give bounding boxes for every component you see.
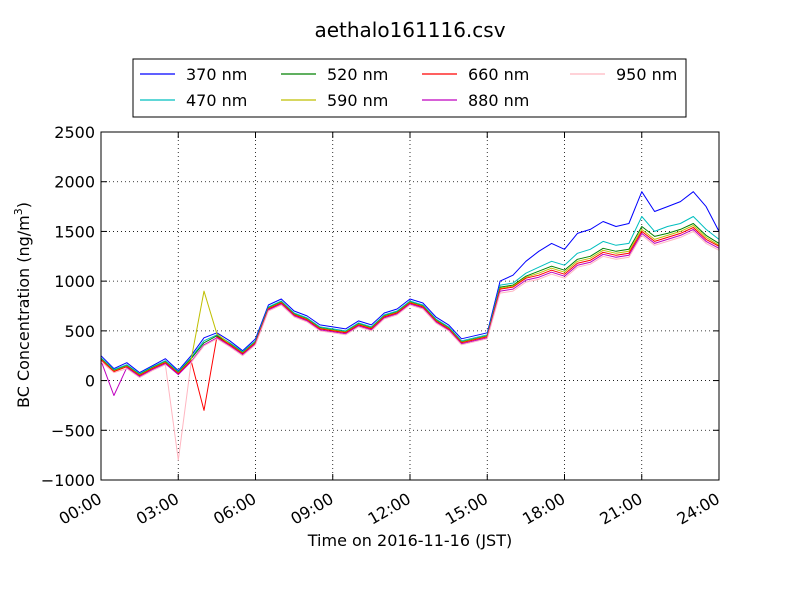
- series-line-660-nm: [100, 227, 720, 411]
- legend-label-950-nm: 950 nm: [616, 65, 677, 84]
- series-line-470-nm: [100, 216, 720, 375]
- legend-label-370-nm: 370 nm: [186, 65, 247, 84]
- y-tick-label: 1500: [54, 222, 95, 241]
- y-tick-label: 1000: [54, 272, 95, 291]
- grid: [101, 132, 719, 480]
- series-layer: [100, 191, 720, 461]
- series-line-520-nm: [100, 223, 720, 376]
- y-tick-label: 2500: [54, 123, 95, 142]
- y-tick-label: −500: [51, 421, 95, 440]
- y-axis-label-tail: ): [14, 202, 33, 208]
- series-line-590-nm: [100, 225, 720, 376]
- legend: 370 nm 470 nm 520 nm 590 nm 660 nm 880 nm 950 …: [132, 58, 687, 118]
- legend-label-880-nm: 880 nm: [468, 91, 529, 110]
- y-tick-label: 500: [64, 322, 95, 341]
- x-axis-label: Time on 2016-11-16 (JST): [307, 531, 512, 550]
- y-axis-label-main: BC Concentration (ng/m: [14, 215, 33, 408]
- legend-box: [132, 58, 687, 118]
- chart-title: aethalo161116.csv: [314, 18, 505, 42]
- y-tick-label: 0: [85, 372, 95, 391]
- y-tick-label: −1000: [41, 471, 95, 490]
- legend-label-470-nm: 470 nm: [186, 91, 247, 110]
- series-line-370-nm: [100, 191, 720, 374]
- series-line-950-nm: [100, 230, 720, 461]
- legend-label-660-nm: 660 nm: [468, 65, 529, 84]
- y-tick-label: 2000: [54, 173, 95, 192]
- legend-label-520-nm: 520 nm: [327, 65, 388, 84]
- series-line-880-nm: [100, 228, 720, 396]
- y-axis-label: BC Concentration (ng/m3): [12, 202, 33, 408]
- legend-label-590-nm: 590 nm: [327, 91, 388, 110]
- y-axis-label-superscript: 3: [12, 208, 25, 215]
